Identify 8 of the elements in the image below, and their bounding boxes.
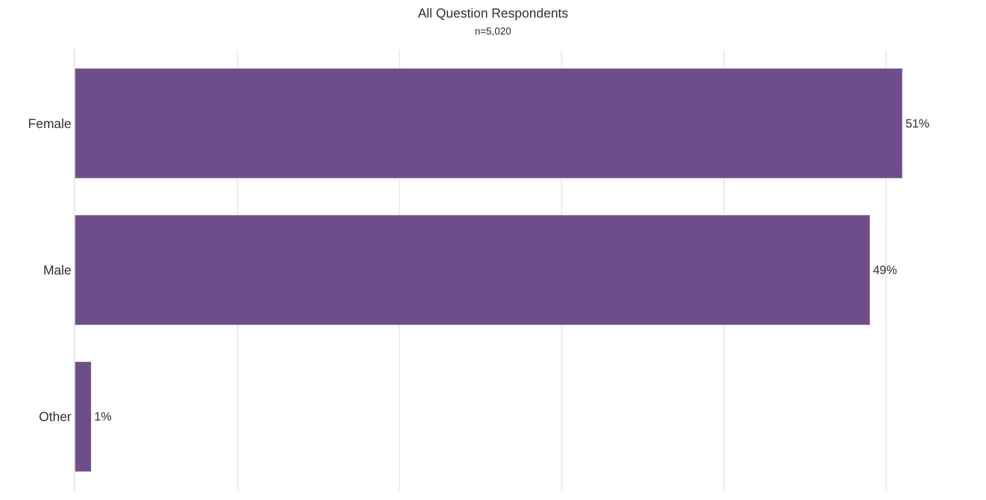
chart-title: All Question Respondents <box>418 6 569 20</box>
data-label: 1% <box>94 410 112 424</box>
y-tick-label: Other <box>38 409 72 424</box>
y-tick-label: Female <box>28 116 72 131</box>
data-label: 51% <box>905 116 930 130</box>
chart-subtitle: n=5,020 <box>474 26 512 38</box>
y-tick-label: Male <box>43 262 72 278</box>
data-label: 49% <box>873 263 898 277</box>
